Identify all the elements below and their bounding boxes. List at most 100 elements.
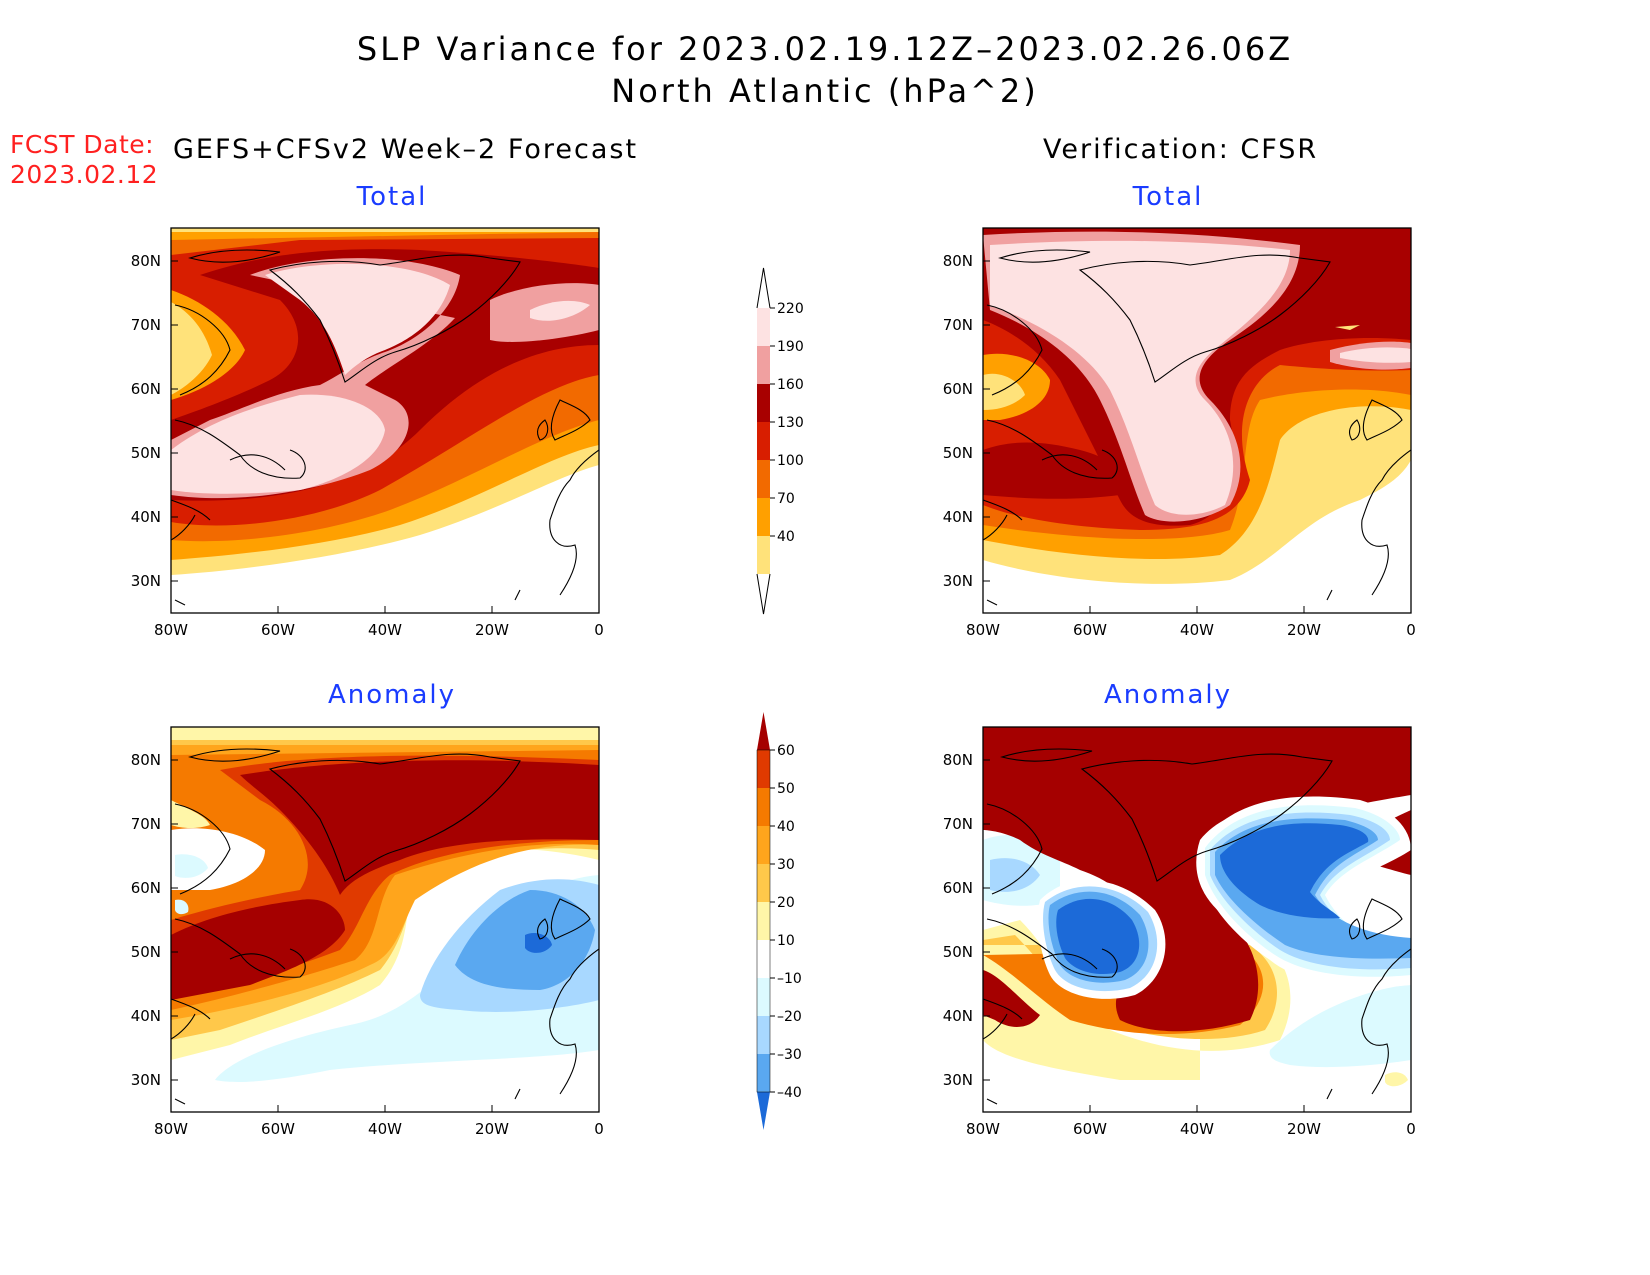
- colorbar-level-label: 40: [777, 529, 795, 545]
- colorbar-level-label: 40: [777, 819, 795, 835]
- forecast-anomaly-lon-label: 60W: [261, 1120, 295, 1138]
- colorbar-swatch: [757, 498, 770, 536]
- colorbar-level-label: 50: [777, 781, 795, 797]
- verification-total-title: Total: [1132, 182, 1204, 212]
- colorbar-level-label: 100: [777, 453, 804, 469]
- colorbar-swatch: [757, 308, 770, 346]
- fcst-date-label: FCST Date:: [10, 130, 155, 159]
- verification-total-lon-label: 40W: [1180, 621, 1214, 639]
- verification-anomaly-lat-label: 40N: [943, 1007, 973, 1025]
- forecast-total-map: [170, 227, 600, 614]
- colorbar-level-label: 30: [777, 857, 795, 873]
- verification-anomaly-lon-label: 60W: [1073, 1120, 1107, 1138]
- verification-total-lon-label: 60W: [1073, 621, 1107, 639]
- forecast-total-lon-label: 20W: [475, 621, 509, 639]
- fcst-date-value: 2023.02.12: [10, 160, 159, 189]
- colorbar-swatch: [757, 1054, 770, 1092]
- colorbar-swatch: [757, 346, 770, 384]
- forecast-total-lat-label: 80N: [131, 252, 161, 270]
- colorbar-swatch: [757, 1016, 770, 1054]
- colorbar-swatch: [757, 460, 770, 498]
- forecast-total-lat-label: 30N: [131, 572, 161, 590]
- colorbar-top-arrow: [757, 712, 770, 750]
- forecast-anomaly-lat-label: 60N: [131, 879, 161, 897]
- verification-column-heading: Verification: CFSR: [1043, 134, 1319, 165]
- colorbar-swatch: [757, 384, 770, 422]
- colorbar-level-label: –40: [777, 1085, 802, 1101]
- colorbar-level-label: 60: [777, 743, 795, 759]
- total-colorbar: 220 190 160 130 100 70 40: [756, 267, 804, 615]
- verification-anomaly-lat-label: 70N: [943, 815, 973, 833]
- colorbar-swatch: [757, 864, 770, 902]
- map-axes: 80W 60W 40W 20W 0 80N 70N 60N 50N 40N 30N 80W 60W 40W…: [131, 252, 1416, 1138]
- verification-total-lat-label: 40N: [943, 508, 973, 526]
- verification-total-lon-label: 20W: [1287, 621, 1321, 639]
- forecast-anomaly-lon-label: 40W: [368, 1120, 402, 1138]
- forecast-anomaly-lat-label: 30N: [131, 1071, 161, 1089]
- forecast-total-lon-label: 0: [594, 621, 604, 639]
- colorbar-level-label: 160: [777, 377, 804, 393]
- colorbar-level-label: –20: [777, 1009, 802, 1025]
- forecast-column-heading: GEFS+CFSv2 Week–2 Forecast: [173, 134, 639, 165]
- forecast-anomaly-lat-label: 80N: [131, 751, 161, 769]
- forecast-total-lon-label: 60W: [261, 621, 295, 639]
- colorbar-top-arrow: [756, 267, 771, 309]
- forecast-total-lon-label: 40W: [368, 621, 402, 639]
- verification-total-lat-label: 60N: [943, 380, 973, 398]
- forecast-anomaly-lat-label: 50N: [131, 943, 161, 961]
- forecast-total-lon-label: 80W: [154, 621, 188, 639]
- verification-anomaly-lon-label: 0: [1406, 1120, 1416, 1138]
- colorbar-level-label: –30: [777, 1047, 802, 1063]
- verification-anomaly-lat-label: 60N: [943, 879, 973, 897]
- forecast-total-lat-label: 40N: [131, 508, 161, 526]
- verification-anomaly-lat-label: 50N: [943, 943, 973, 961]
- colorbar-level-label: 130: [777, 415, 804, 431]
- verification-anomaly-map: [982, 726, 1412, 1113]
- colorbar-swatch: [757, 536, 770, 574]
- colorbar-level-label: 220: [777, 301, 804, 317]
- colorbar-level-label: 70: [777, 491, 795, 507]
- colorbar-level-label: 20: [777, 895, 795, 911]
- verification-total-lat-label: 30N: [943, 572, 973, 590]
- colorbar-swatch: [757, 826, 770, 864]
- colorbar-bottom-arrow: [756, 573, 771, 615]
- anomaly-colorbar: 60 50 40 30 20 10 –10 –20 –30 –40: [756, 712, 802, 1130]
- forecast-total-lat-label: 60N: [131, 380, 161, 398]
- colorbar-level-label: 10: [777, 933, 795, 949]
- forecast-anomaly-lon-label: 0: [594, 1120, 604, 1138]
- colorbar-swatch: [757, 788, 770, 826]
- colorbar-swatch: [757, 940, 770, 978]
- forecast-anomaly-map: [170, 726, 600, 1113]
- forecast-total-title: Total: [356, 182, 428, 212]
- verification-anomaly-lon-label: 80W: [966, 1120, 1000, 1138]
- colorbar-outline: [756, 749, 771, 1093]
- forecast-anomaly-title: Anomaly: [327, 680, 457, 710]
- verification-total-lat-label: 50N: [943, 444, 973, 462]
- colorbar-bottom-arrow: [757, 1092, 770, 1130]
- colorbar-swatch: [757, 422, 770, 460]
- colorbar-swatch: [757, 750, 770, 788]
- verification-anomaly-lat-label: 80N: [943, 751, 973, 769]
- verification-total-map: [982, 227, 1412, 614]
- chart-title: SLP Variance for 2023.02.19.12Z–2023.02.…: [356, 30, 1294, 68]
- forecast-total-lat-label: 50N: [131, 444, 161, 462]
- forecast-total-lat-label: 70N: [131, 316, 161, 334]
- colorbar-swatch: [757, 978, 770, 1016]
- verification-anomaly-lon-label: 20W: [1287, 1120, 1321, 1138]
- colorbar-swatch: [757, 902, 770, 940]
- verification-anomaly-title: Anomaly: [1103, 680, 1233, 710]
- chart-subtitle: North Atlantic (hPa^2): [611, 72, 1039, 110]
- verification-total-lon-label: 80W: [966, 621, 1000, 639]
- verification-total-lon-label: 0: [1406, 621, 1416, 639]
- colorbar-level-label: –10: [777, 971, 802, 987]
- forecast-anomaly-lat-label: 70N: [131, 815, 161, 833]
- forecast-anomaly-lon-label: 20W: [475, 1120, 509, 1138]
- forecast-anomaly-lat-label: 40N: [131, 1007, 161, 1025]
- verification-total-lat-label: 80N: [943, 252, 973, 270]
- forecast-anomaly-lon-label: 80W: [154, 1120, 188, 1138]
- verification-anomaly-lat-label: 30N: [943, 1071, 973, 1089]
- verification-anomaly-lon-label: 40W: [1180, 1120, 1214, 1138]
- colorbar-level-label: 190: [777, 339, 804, 355]
- verification-total-lat-label: 70N: [943, 316, 973, 334]
